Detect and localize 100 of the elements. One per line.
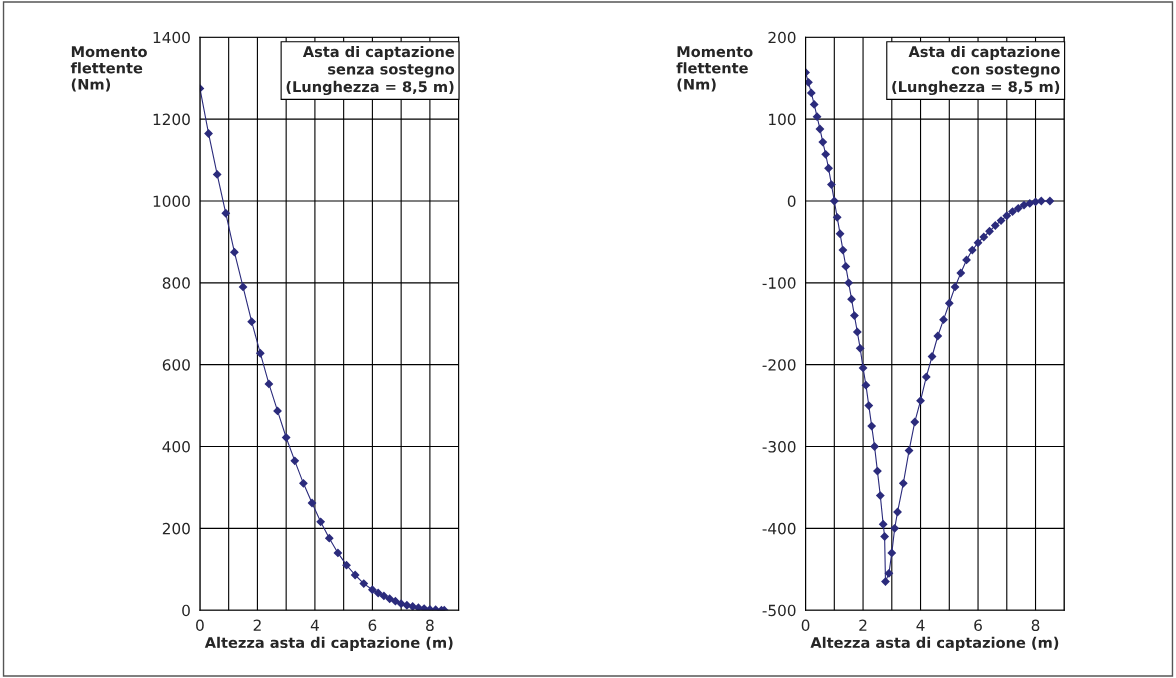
y-tick-label: -300: [762, 440, 796, 453]
y-tick-label: 100: [769, 113, 796, 126]
y-tick-label: 0: [182, 604, 190, 617]
point: [255, 348, 265, 358]
x-tick-label: 6: [974, 619, 982, 632]
point: [821, 149, 831, 159]
point: [333, 548, 343, 558]
point: [818, 137, 828, 147]
point: [950, 282, 960, 292]
point: [841, 262, 851, 271]
x-tick-label: 0: [196, 619, 204, 632]
point: [887, 548, 897, 558]
point: [238, 282, 248, 292]
point: [916, 396, 925, 406]
point: [850, 311, 859, 320]
point: [1025, 199, 1035, 208]
point: [230, 247, 239, 257]
point: [1045, 196, 1055, 206]
point: [904, 446, 914, 456]
point: [385, 594, 395, 604]
point: [996, 216, 1006, 226]
point: [933, 331, 943, 341]
point: [884, 568, 894, 578]
point: [342, 560, 351, 570]
point: [264, 379, 274, 389]
point: [870, 442, 879, 451]
point: [880, 532, 890, 541]
point: [805, 77, 813, 87]
point: [910, 417, 920, 427]
point: [985, 226, 994, 236]
point: [838, 245, 848, 255]
y-axis-title: Momento flettente (Nm): [676, 46, 753, 92]
x-tick-label: 8: [1031, 619, 1040, 632]
point: [1019, 200, 1029, 210]
point: [847, 294, 856, 304]
point: [829, 196, 839, 206]
point: [273, 406, 282, 416]
y-tick-label: -400: [762, 522, 796, 535]
point: [827, 180, 836, 190]
point: [367, 585, 377, 595]
point: [973, 238, 983, 248]
point: [990, 221, 1000, 230]
x-tick-label: 0: [801, 619, 810, 632]
point: [881, 577, 890, 586]
y-tick-label: 400: [162, 440, 190, 453]
x-tick-label: 4: [310, 619, 319, 631]
point: [350, 570, 360, 580]
point: [852, 327, 862, 337]
point: [873, 466, 882, 476]
y-tick-label: -200: [762, 359, 796, 371]
point: [806, 88, 816, 98]
point: [1008, 207, 1017, 217]
point: [861, 380, 871, 390]
y-tick-label: 0: [787, 195, 796, 207]
y-tick-label: 1200: [153, 113, 190, 126]
point: [867, 421, 877, 431]
point: [373, 588, 383, 598]
point: [390, 596, 400, 606]
point: [307, 498, 317, 508]
point: [890, 523, 900, 533]
point: [812, 112, 822, 122]
y-tick-label: -100: [762, 277, 796, 289]
point: [1013, 203, 1023, 213]
y-tick-label: 600: [162, 359, 190, 371]
point: [921, 372, 931, 382]
y-tick-label: -500: [762, 604, 796, 617]
x-tick-label: 4: [916, 619, 925, 631]
point: [247, 317, 257, 327]
point: [832, 212, 842, 222]
x-tick-label: 2: [253, 619, 261, 631]
y-tick-label: 200: [768, 31, 796, 44]
point: [324, 533, 334, 543]
x-axis-title: Altezza asta di captazione (m): [810, 636, 1059, 651]
point: [379, 591, 389, 601]
annotation: Asta di captazione senza sostegno (Lunghezza = 8,5 m): [286, 45, 455, 96]
y-tick-label: 200: [162, 522, 190, 535]
point: [979, 232, 989, 242]
point: [835, 229, 845, 239]
x-tick-label: 2: [859, 619, 867, 631]
point: [944, 298, 954, 308]
x-axis-title: Altezza asta di captazione (m): [204, 636, 453, 651]
point: [824, 163, 833, 173]
point: [402, 600, 412, 610]
x-tick-label: 6: [368, 619, 377, 632]
point: [298, 478, 308, 488]
point: [359, 579, 369, 589]
point: [1002, 211, 1012, 221]
annotation: Asta di captazione con sostegno (Lunghezza = 8,5 m): [892, 45, 1060, 96]
point: [281, 433, 291, 442]
point: [858, 363, 868, 373]
point: [212, 169, 222, 179]
point: [956, 268, 966, 278]
point: [878, 519, 888, 529]
point: [855, 343, 865, 353]
point: [815, 124, 825, 134]
point: [221, 208, 231, 218]
point: [898, 478, 908, 488]
x-tick-label: 8: [426, 619, 434, 632]
point: [939, 315, 948, 325]
point: [290, 456, 300, 466]
